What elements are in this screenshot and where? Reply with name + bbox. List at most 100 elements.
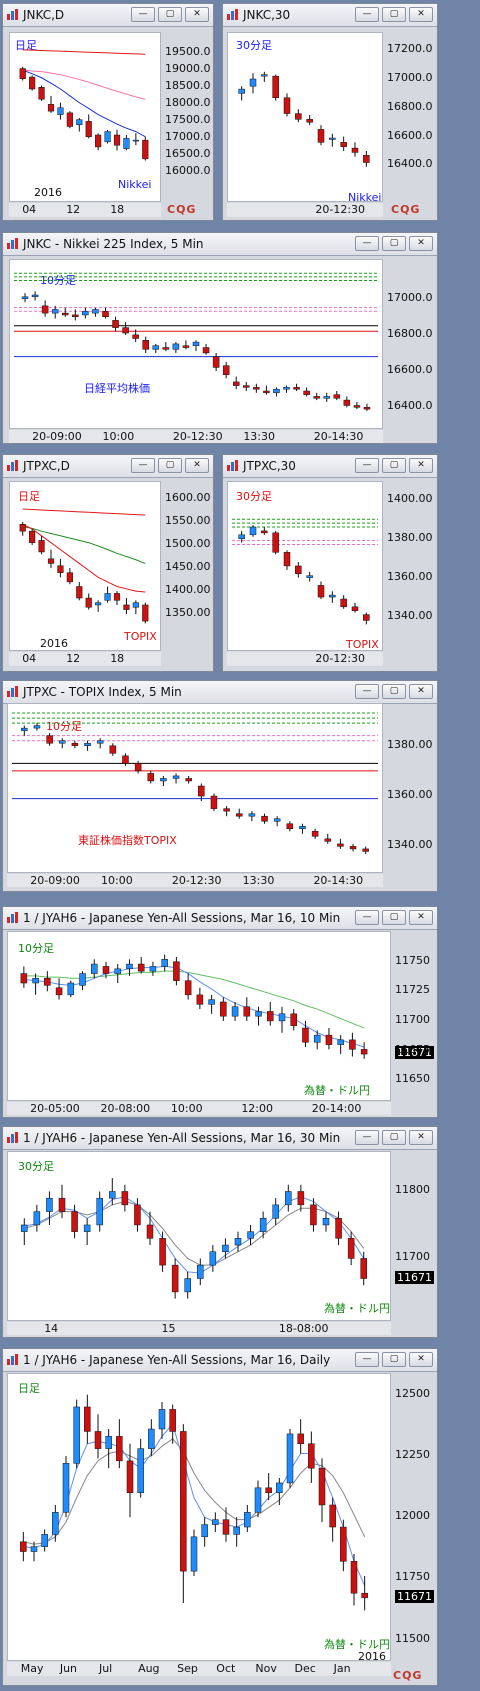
candle [306, 115, 313, 126]
instrument-label: TOPIX [124, 630, 157, 643]
minimize-button[interactable]: — [355, 1130, 379, 1145]
minimize-button[interactable]: — [355, 684, 379, 699]
candle [247, 1224, 254, 1246]
title-bar[interactable]: JTPXC - TOPIX Index, 5 Min — ▢ ✕ [3, 681, 437, 704]
cqg-logo: CQG [167, 203, 197, 216]
close-button[interactable]: ✕ [409, 7, 433, 22]
y-tick-label: 1340.00 [387, 608, 433, 622]
candle [73, 1399, 80, 1469]
candlestick-chart [21, 1178, 367, 1299]
title-bar[interactable]: 1 / JYAH6 - Japanese Yen-All Sessions, M… [3, 1127, 437, 1150]
x-tick-label: 20-09:00 [30, 874, 80, 887]
timeframe-label: 10分足 [18, 942, 54, 955]
price-plot[interactable]: 30分足 為替・ドル円 [7, 1151, 391, 1321]
close-button[interactable]: ✕ [185, 458, 209, 473]
candle [132, 133, 139, 146]
price-plot[interactable]: 30分足 TOPIX [227, 481, 383, 651]
candle [290, 1009, 297, 1031]
minimize-button[interactable]: — [355, 7, 379, 22]
candle [283, 93, 291, 117]
maximize-button[interactable]: ▢ [382, 236, 406, 251]
candle [59, 738, 66, 749]
title-bar[interactable]: JNKC,30 — ▢ ✕ [223, 4, 437, 27]
x-tick-label: 20-09:00 [32, 430, 82, 443]
candle [313, 392, 320, 401]
price-plot[interactable]: 日足 為替・ドル円 2016 [7, 1373, 391, 1663]
candle [231, 1001, 239, 1021]
candle [72, 309, 79, 321]
candle [302, 1020, 309, 1047]
candle [318, 1458, 326, 1523]
moving-average-line [22, 526, 146, 564]
price-plot[interactable]: 日足 2016 Nikkei [9, 32, 161, 202]
candle [212, 1512, 219, 1532]
y-tick-label: 11750 [395, 953, 430, 967]
minimize-button[interactable]: — [131, 7, 155, 22]
close-button[interactable]: ✕ [409, 1130, 433, 1145]
maximize-button[interactable]: ▢ [382, 684, 406, 699]
minimize-button[interactable]: — [355, 910, 379, 925]
close-button[interactable]: ✕ [409, 236, 433, 251]
instrument-label: 東証株価指数TOPIX [78, 834, 177, 847]
maximize-button[interactable]: ▢ [382, 458, 406, 473]
x-tick-label: Oct [216, 1662, 236, 1675]
price-plot[interactable]: 10分足 日経平均株価 [9, 259, 383, 429]
maximize-button[interactable]: ▢ [158, 7, 182, 22]
candle [96, 738, 104, 749]
candle [283, 385, 290, 393]
candle [123, 598, 130, 615]
x-tick-label: 04 [22, 652, 37, 665]
price-plot[interactable]: 10分足 東証株価指数TOPIX [7, 703, 383, 873]
close-button[interactable]: ✕ [409, 910, 433, 925]
candle [286, 1429, 294, 1488]
candlestick-chart [232, 518, 378, 625]
candle [272, 74, 279, 101]
minimize-button[interactable]: — [355, 236, 379, 251]
minimize-button[interactable]: — [355, 458, 379, 473]
close-button[interactable]: ✕ [409, 684, 433, 699]
candle [192, 340, 200, 352]
title-bar[interactable]: JNKC - Nikkei 225 Index, 5 Min — ▢ ✕ [3, 233, 437, 256]
title-bar[interactable]: JTPXC,D — ▢ ✕ [3, 455, 213, 478]
candle [263, 385, 270, 395]
instrument-label: 為替・ドル円 [324, 1302, 390, 1315]
y-tick-label: 16600.0 [387, 363, 433, 377]
candle [91, 959, 98, 979]
candle [172, 342, 180, 353]
candle [363, 403, 371, 411]
y-tick-label: 18000.0 [165, 96, 211, 110]
candle [19, 66, 26, 81]
candle [142, 602, 149, 624]
price-plot[interactable]: 30分足 Nikkei [227, 32, 383, 204]
close-button[interactable]: ✕ [185, 7, 209, 22]
candle [198, 783, 205, 802]
close-button[interactable]: ✕ [409, 458, 433, 473]
timeframe-label: 30分足 [18, 1160, 54, 1173]
candle [31, 291, 39, 301]
title-bar[interactable]: 1 / JYAH6 - Japanese Yen-All Sessions, M… [3, 1349, 437, 1372]
candle [137, 956, 145, 974]
timeframe-label: 日足 [18, 490, 40, 503]
title-bar[interactable]: JTPXC,30 — ▢ ✕ [223, 455, 437, 478]
maximize-button[interactable]: ▢ [382, 1130, 406, 1145]
candle [360, 1042, 368, 1059]
close-button[interactable]: ✕ [409, 1352, 433, 1367]
maximize-button[interactable]: ▢ [158, 458, 182, 473]
chart-window-icon [227, 460, 238, 471]
price-plot[interactable]: 10分足 為替・ドル円 [7, 931, 391, 1101]
x-axis: 20-05:00 20-08:00 10:00 12:00 20-14:00 [7, 1102, 391, 1115]
candle [19, 521, 26, 536]
price-plot[interactable]: 日足 2016 TOPIX [9, 481, 161, 651]
maximize-button[interactable]: ▢ [382, 910, 406, 925]
timeframe-label: 日足 [18, 1382, 40, 1395]
candle [62, 307, 69, 317]
title-bar[interactable]: JNKC,D — ▢ ✕ [3, 4, 213, 27]
candle [46, 733, 53, 746]
candle [297, 1184, 305, 1212]
maximize-button[interactable]: ▢ [382, 7, 406, 22]
minimize-button[interactable]: — [355, 1352, 379, 1367]
candle [113, 129, 121, 151]
maximize-button[interactable]: ▢ [382, 1352, 406, 1367]
title-bar[interactable]: 1 / JYAH6 - Japanese Yen-All Sessions, M… [3, 907, 437, 930]
minimize-button[interactable]: — [131, 458, 155, 473]
